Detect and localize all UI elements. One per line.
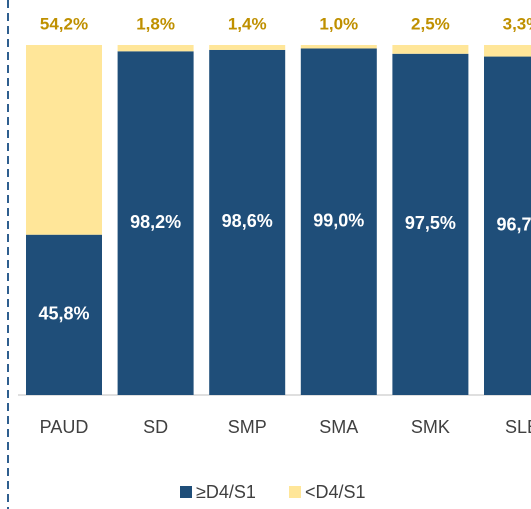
value-label: 54,2% bbox=[40, 14, 88, 33]
bar-segment bbox=[300, 45, 377, 49]
value-label: 2,5% bbox=[411, 14, 450, 33]
value-label: 99,0% bbox=[313, 211, 364, 231]
value-label: 1,8% bbox=[136, 14, 175, 33]
x-tick-label: SMK bbox=[411, 417, 450, 437]
bar-segment bbox=[392, 53, 469, 395]
bar-segment bbox=[484, 56, 531, 396]
x-tick-label: SLB bbox=[505, 417, 531, 437]
value-label: 3,3% bbox=[503, 14, 531, 33]
value-label: 96,7% bbox=[496, 215, 531, 235]
value-label: 1,4% bbox=[228, 14, 267, 33]
bar-segment bbox=[117, 45, 194, 52]
legend-label: <D4/S1 bbox=[305, 482, 366, 502]
legend-swatch bbox=[289, 486, 301, 498]
x-tick-label: SD bbox=[143, 417, 168, 437]
bar-segment bbox=[392, 45, 469, 54]
x-tick-label: SMA bbox=[319, 417, 358, 437]
bar-segment bbox=[300, 48, 377, 395]
bar-segment bbox=[209, 45, 286, 50]
legend-label: ≥D4/S1 bbox=[196, 482, 256, 502]
bar-segment bbox=[209, 49, 286, 396]
value-label: 97,5% bbox=[405, 213, 456, 233]
x-tick-label: SMP bbox=[228, 417, 267, 437]
value-label: 98,2% bbox=[130, 212, 181, 232]
value-label: 98,6% bbox=[222, 211, 273, 231]
legend-swatch bbox=[180, 486, 192, 498]
bar-segment bbox=[26, 45, 102, 235]
bar-segment bbox=[26, 234, 102, 395]
value-label: 1,0% bbox=[319, 14, 358, 33]
bar-segment bbox=[117, 51, 194, 396]
x-tick-label: PAUD bbox=[40, 417, 89, 437]
value-label: 45,8% bbox=[38, 304, 89, 324]
bar-segment bbox=[484, 45, 531, 57]
